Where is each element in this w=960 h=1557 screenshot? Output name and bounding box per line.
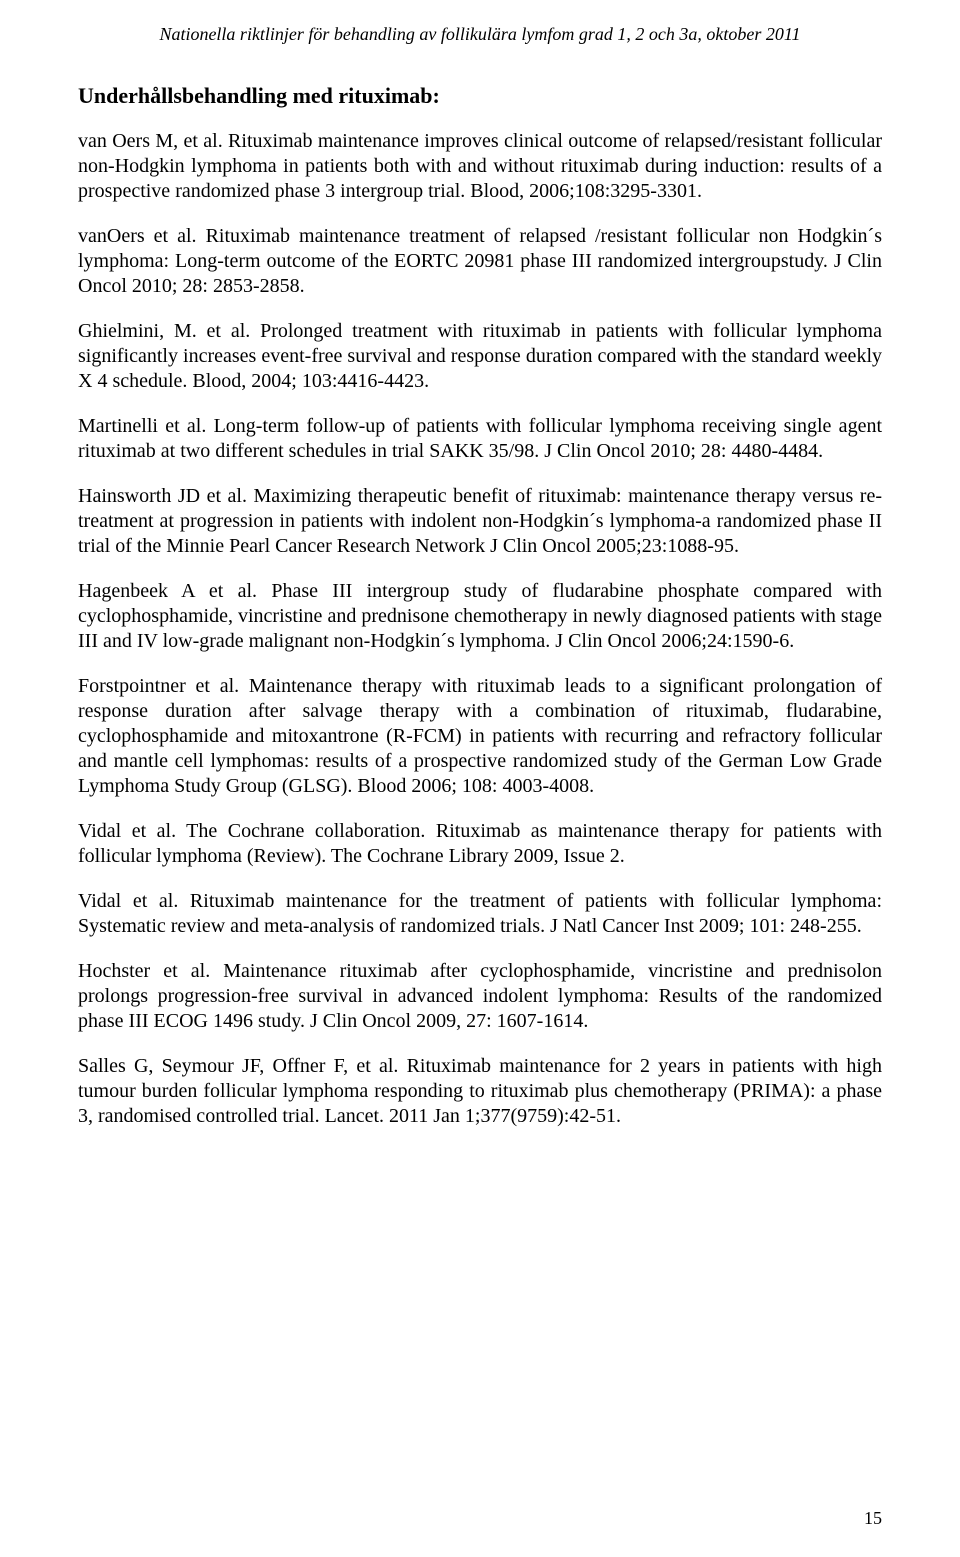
reference-item: vanOers et al. Rituximab maintenance tre… (78, 224, 882, 299)
page-header: Nationella riktlinjer för behandling av … (78, 24, 882, 45)
reference-item: Forstpointner et al. Maintenance therapy… (78, 674, 882, 799)
reference-item: Hagenbeek A et al. Phase III intergroup … (78, 579, 882, 654)
reference-item: Hainsworth JD et al. Maximizing therapeu… (78, 484, 882, 559)
reference-item: Vidal et al. Rituximab maintenance for t… (78, 889, 882, 939)
page-number: 15 (864, 1508, 882, 1529)
reference-item: Ghielmini, M. et al. Prolonged treatment… (78, 319, 882, 394)
document-page: Nationella riktlinjer för behandling av … (0, 0, 960, 1557)
reference-item: Vidal et al. The Cochrane collaboration.… (78, 819, 882, 869)
reference-item: Salles G, Seymour JF, Offner F, et al. R… (78, 1054, 882, 1129)
section-title: Underhållsbehandling med rituximab: (78, 83, 882, 109)
reference-item: Hochster et al. Maintenance rituximab af… (78, 959, 882, 1034)
reference-item: van Oers M, et al. Rituximab maintenance… (78, 129, 882, 204)
reference-item: Martinelli et al. Long-term follow-up of… (78, 414, 882, 464)
